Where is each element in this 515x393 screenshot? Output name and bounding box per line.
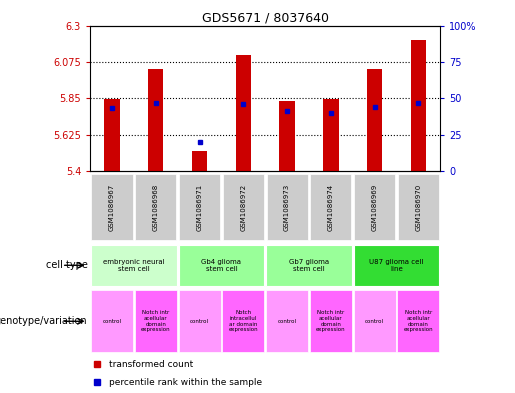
Bar bbox=[91, 290, 133, 353]
Title: GDS5671 / 8037640: GDS5671 / 8037640 bbox=[202, 11, 329, 24]
Text: control: control bbox=[190, 319, 209, 324]
Text: GSM1086969: GSM1086969 bbox=[372, 184, 377, 231]
Bar bbox=[354, 174, 395, 240]
Text: Notch
intracellul
ar domain
expression: Notch intracellul ar domain expression bbox=[229, 310, 258, 332]
Bar bbox=[192, 151, 207, 171]
Bar bbox=[266, 244, 352, 286]
Text: GSM1086971: GSM1086971 bbox=[197, 184, 202, 231]
Text: U87 glioma cell
line: U87 glioma cell line bbox=[369, 259, 424, 272]
Bar bbox=[91, 244, 177, 286]
Text: transformed count: transformed count bbox=[109, 360, 194, 369]
Text: genotype/variation: genotype/variation bbox=[0, 316, 88, 326]
Text: Gb4 glioma
stem cell: Gb4 glioma stem cell bbox=[201, 259, 242, 272]
Bar bbox=[135, 174, 176, 240]
Bar bbox=[354, 290, 396, 353]
Bar bbox=[267, 174, 307, 240]
Bar bbox=[148, 69, 163, 171]
Bar bbox=[222, 290, 264, 353]
Text: GSM1086970: GSM1086970 bbox=[416, 184, 421, 231]
Bar bbox=[310, 290, 352, 353]
Text: Notch intr
acellular
domain
expression: Notch intr acellular domain expression bbox=[404, 310, 433, 332]
Bar bbox=[92, 174, 132, 240]
Text: GSM1086967: GSM1086967 bbox=[109, 184, 115, 231]
Bar bbox=[179, 244, 264, 286]
Bar bbox=[411, 40, 426, 171]
Text: Gb7 glioma
stem cell: Gb7 glioma stem cell bbox=[289, 259, 329, 272]
Bar bbox=[367, 69, 382, 171]
Text: control: control bbox=[365, 319, 384, 324]
Bar bbox=[354, 244, 439, 286]
Bar bbox=[236, 55, 251, 171]
Text: GSM1086974: GSM1086974 bbox=[328, 184, 334, 231]
Bar bbox=[179, 174, 220, 240]
Bar bbox=[398, 290, 439, 353]
Bar bbox=[179, 290, 220, 353]
Text: GSM1086972: GSM1086972 bbox=[241, 184, 246, 231]
Bar bbox=[398, 174, 439, 240]
Text: percentile rank within the sample: percentile rank within the sample bbox=[109, 378, 263, 387]
Text: GSM1086973: GSM1086973 bbox=[284, 184, 290, 231]
Bar bbox=[135, 290, 177, 353]
Text: cell type: cell type bbox=[46, 260, 88, 270]
Bar bbox=[280, 101, 295, 171]
Text: Notch intr
acellular
domain
expression: Notch intr acellular domain expression bbox=[141, 310, 170, 332]
Text: GSM1086968: GSM1086968 bbox=[153, 184, 159, 231]
Bar bbox=[323, 99, 338, 171]
Bar bbox=[311, 174, 351, 240]
Bar bbox=[223, 174, 264, 240]
Bar bbox=[266, 290, 308, 353]
Text: embryonic neural
stem cell: embryonic neural stem cell bbox=[103, 259, 165, 272]
Text: control: control bbox=[278, 319, 297, 324]
Bar bbox=[105, 99, 119, 171]
Text: control: control bbox=[102, 319, 122, 324]
Text: Notch intr
acellular
domain
expression: Notch intr acellular domain expression bbox=[316, 310, 346, 332]
